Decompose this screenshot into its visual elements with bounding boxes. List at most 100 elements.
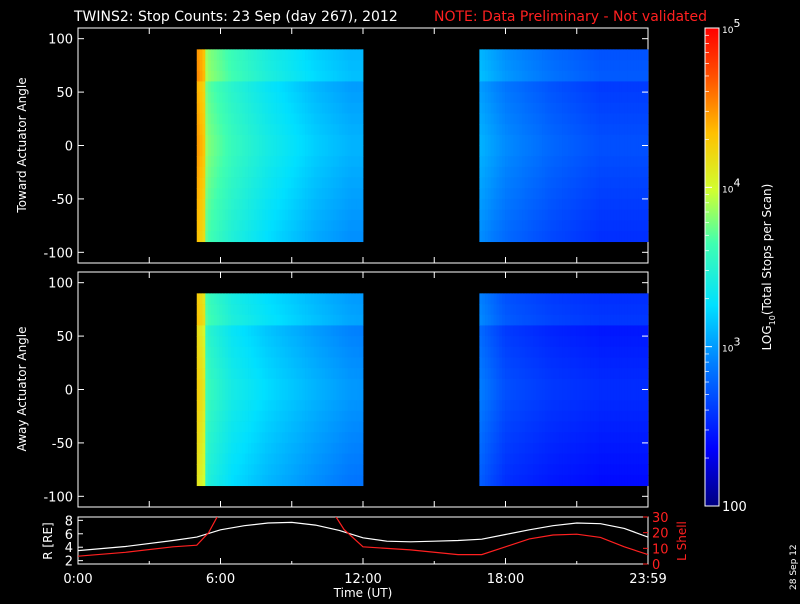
toward-heatmap-cell	[313, 113, 317, 125]
toward-heatmap-cell	[496, 60, 500, 72]
away-heatmap-cell	[250, 346, 255, 358]
toward-heatmap-cell	[325, 92, 329, 104]
away-heatmap-cell	[310, 474, 314, 487]
toward-heatmap-cell	[282, 166, 286, 178]
toward-heatmap-cell	[285, 134, 289, 146]
away-heatmap-cell	[359, 368, 363, 380]
toward-heatmap-cell	[213, 60, 218, 72]
away-heatmap-cell	[256, 400, 260, 412]
toward-heatmap-cell	[282, 70, 286, 82]
toward-heatmap-cell	[322, 49, 326, 61]
away-heatmap-cell	[542, 421, 546, 433]
away-heatmap-cell	[616, 421, 620, 433]
away-heatmap-cell	[487, 368, 492, 380]
away-heatmap-cell	[293, 346, 297, 358]
away-heatmap-cell	[482, 389, 486, 401]
toward-heatmap-cell	[524, 70, 529, 82]
away-heatmap-cell	[610, 421, 614, 433]
away-heatmap-cell	[299, 442, 303, 454]
away-heatmap-cell	[599, 474, 603, 487]
away-heatmap-cell	[570, 474, 574, 487]
toward-heatmap-cell	[222, 70, 226, 82]
away-heatmap-cell	[556, 314, 560, 326]
away-heatmap-cell	[276, 432, 280, 444]
away-heatmap-cell	[216, 368, 220, 380]
away-heatmap-cell	[479, 304, 483, 316]
toward-heatmap-cell	[604, 49, 609, 61]
toward-heatmap-cell	[259, 92, 263, 104]
toward-heatmap-cell	[230, 60, 235, 72]
away-heatmap-cell	[616, 293, 620, 305]
toward-heatmap-cell	[610, 92, 614, 104]
toward-heatmap-cell	[285, 70, 289, 82]
toward-heatmap-cell	[482, 102, 486, 114]
toward-heatmap-cell	[530, 145, 534, 157]
toward-heatmap-cell	[287, 124, 292, 136]
toward-heatmap-cell	[485, 81, 489, 93]
away-heatmap-cell	[556, 410, 560, 422]
toward-heatmap-cell	[487, 92, 492, 104]
away-heatmap-cell	[647, 293, 649, 305]
away-heatmap-cell	[253, 378, 257, 390]
toward-heatmap-cell	[268, 166, 272, 178]
toward-heatmap-cell	[567, 49, 571, 61]
toward-heatmap-cell	[596, 220, 600, 232]
toward-heatmap-cell	[593, 113, 597, 125]
toward-heatmap-cell	[510, 60, 514, 72]
away-heatmap-cell	[350, 368, 354, 380]
away-heatmap-cell	[307, 336, 312, 348]
away-heatmap-cell	[579, 421, 583, 433]
away-heatmap-cell	[553, 314, 557, 326]
toward-heatmap-cell	[222, 49, 226, 61]
toward-heatmap-cell	[539, 134, 543, 146]
away-heatmap-cell	[522, 464, 526, 476]
toward-heatmap-cell	[302, 188, 306, 200]
toward-heatmap-cell	[490, 198, 495, 210]
toward-heatmap-cell	[510, 70, 514, 82]
toward-heatmap-cell	[604, 198, 609, 210]
toward-heatmap-cell	[347, 188, 352, 200]
toward-heatmap-cell	[268, 198, 272, 210]
toward-heatmap-cell	[482, 134, 486, 146]
away-heatmap-cell	[513, 421, 517, 433]
toward-heatmap-cell	[636, 188, 640, 200]
toward-heatmap-cell	[607, 70, 611, 82]
away-heatmap-cell	[479, 474, 483, 487]
toward-heatmap-cell	[310, 230, 314, 243]
away-heatmap-cell	[347, 421, 352, 433]
toward-heatmap-cell	[336, 92, 340, 104]
away-heatmap-cell	[596, 325, 600, 337]
away-heatmap-cell	[570, 389, 574, 401]
toward-heatmap-cell	[638, 113, 643, 125]
toward-heatmap-cell	[570, 60, 574, 72]
toward-heatmap-cell	[596, 145, 600, 157]
away-heatmap-cell	[641, 453, 646, 465]
toward-heatmap-cell	[319, 230, 323, 243]
toward-heatmap-cell	[230, 177, 235, 189]
away-heatmap-cell	[299, 474, 303, 487]
away-heatmap-cell	[273, 346, 277, 358]
away-heatmap-cell	[638, 453, 643, 465]
away-heatmap-cell	[222, 378, 226, 390]
away-heatmap-cell	[624, 378, 628, 390]
away-heatmap-cell	[636, 325, 640, 337]
away-heatmap-cell	[208, 378, 212, 390]
colorbar-tick-label: 100	[722, 500, 747, 515]
away-heatmap-cell	[507, 421, 512, 433]
toward-heatmap-cell	[310, 124, 314, 136]
toward-heatmap-cell	[493, 177, 497, 189]
toward-heatmap-cell	[325, 198, 329, 210]
toward-heatmap-cell	[533, 230, 537, 243]
away-heatmap-cell	[322, 464, 326, 476]
away-heatmap-cell	[307, 293, 312, 305]
toward-heatmap-cell	[219, 70, 223, 82]
toward-heatmap-cell	[513, 70, 517, 82]
away-heatmap-cell	[290, 432, 295, 444]
toward-heatmap-cell	[596, 134, 600, 146]
toward-heatmap-cell	[647, 145, 649, 157]
away-heatmap-cell	[533, 368, 537, 380]
away-heatmap-cell	[279, 389, 283, 401]
away-heatmap-cell	[353, 389, 357, 401]
toward-heatmap-cell	[499, 134, 503, 146]
away-heatmap-cell	[196, 464, 200, 476]
